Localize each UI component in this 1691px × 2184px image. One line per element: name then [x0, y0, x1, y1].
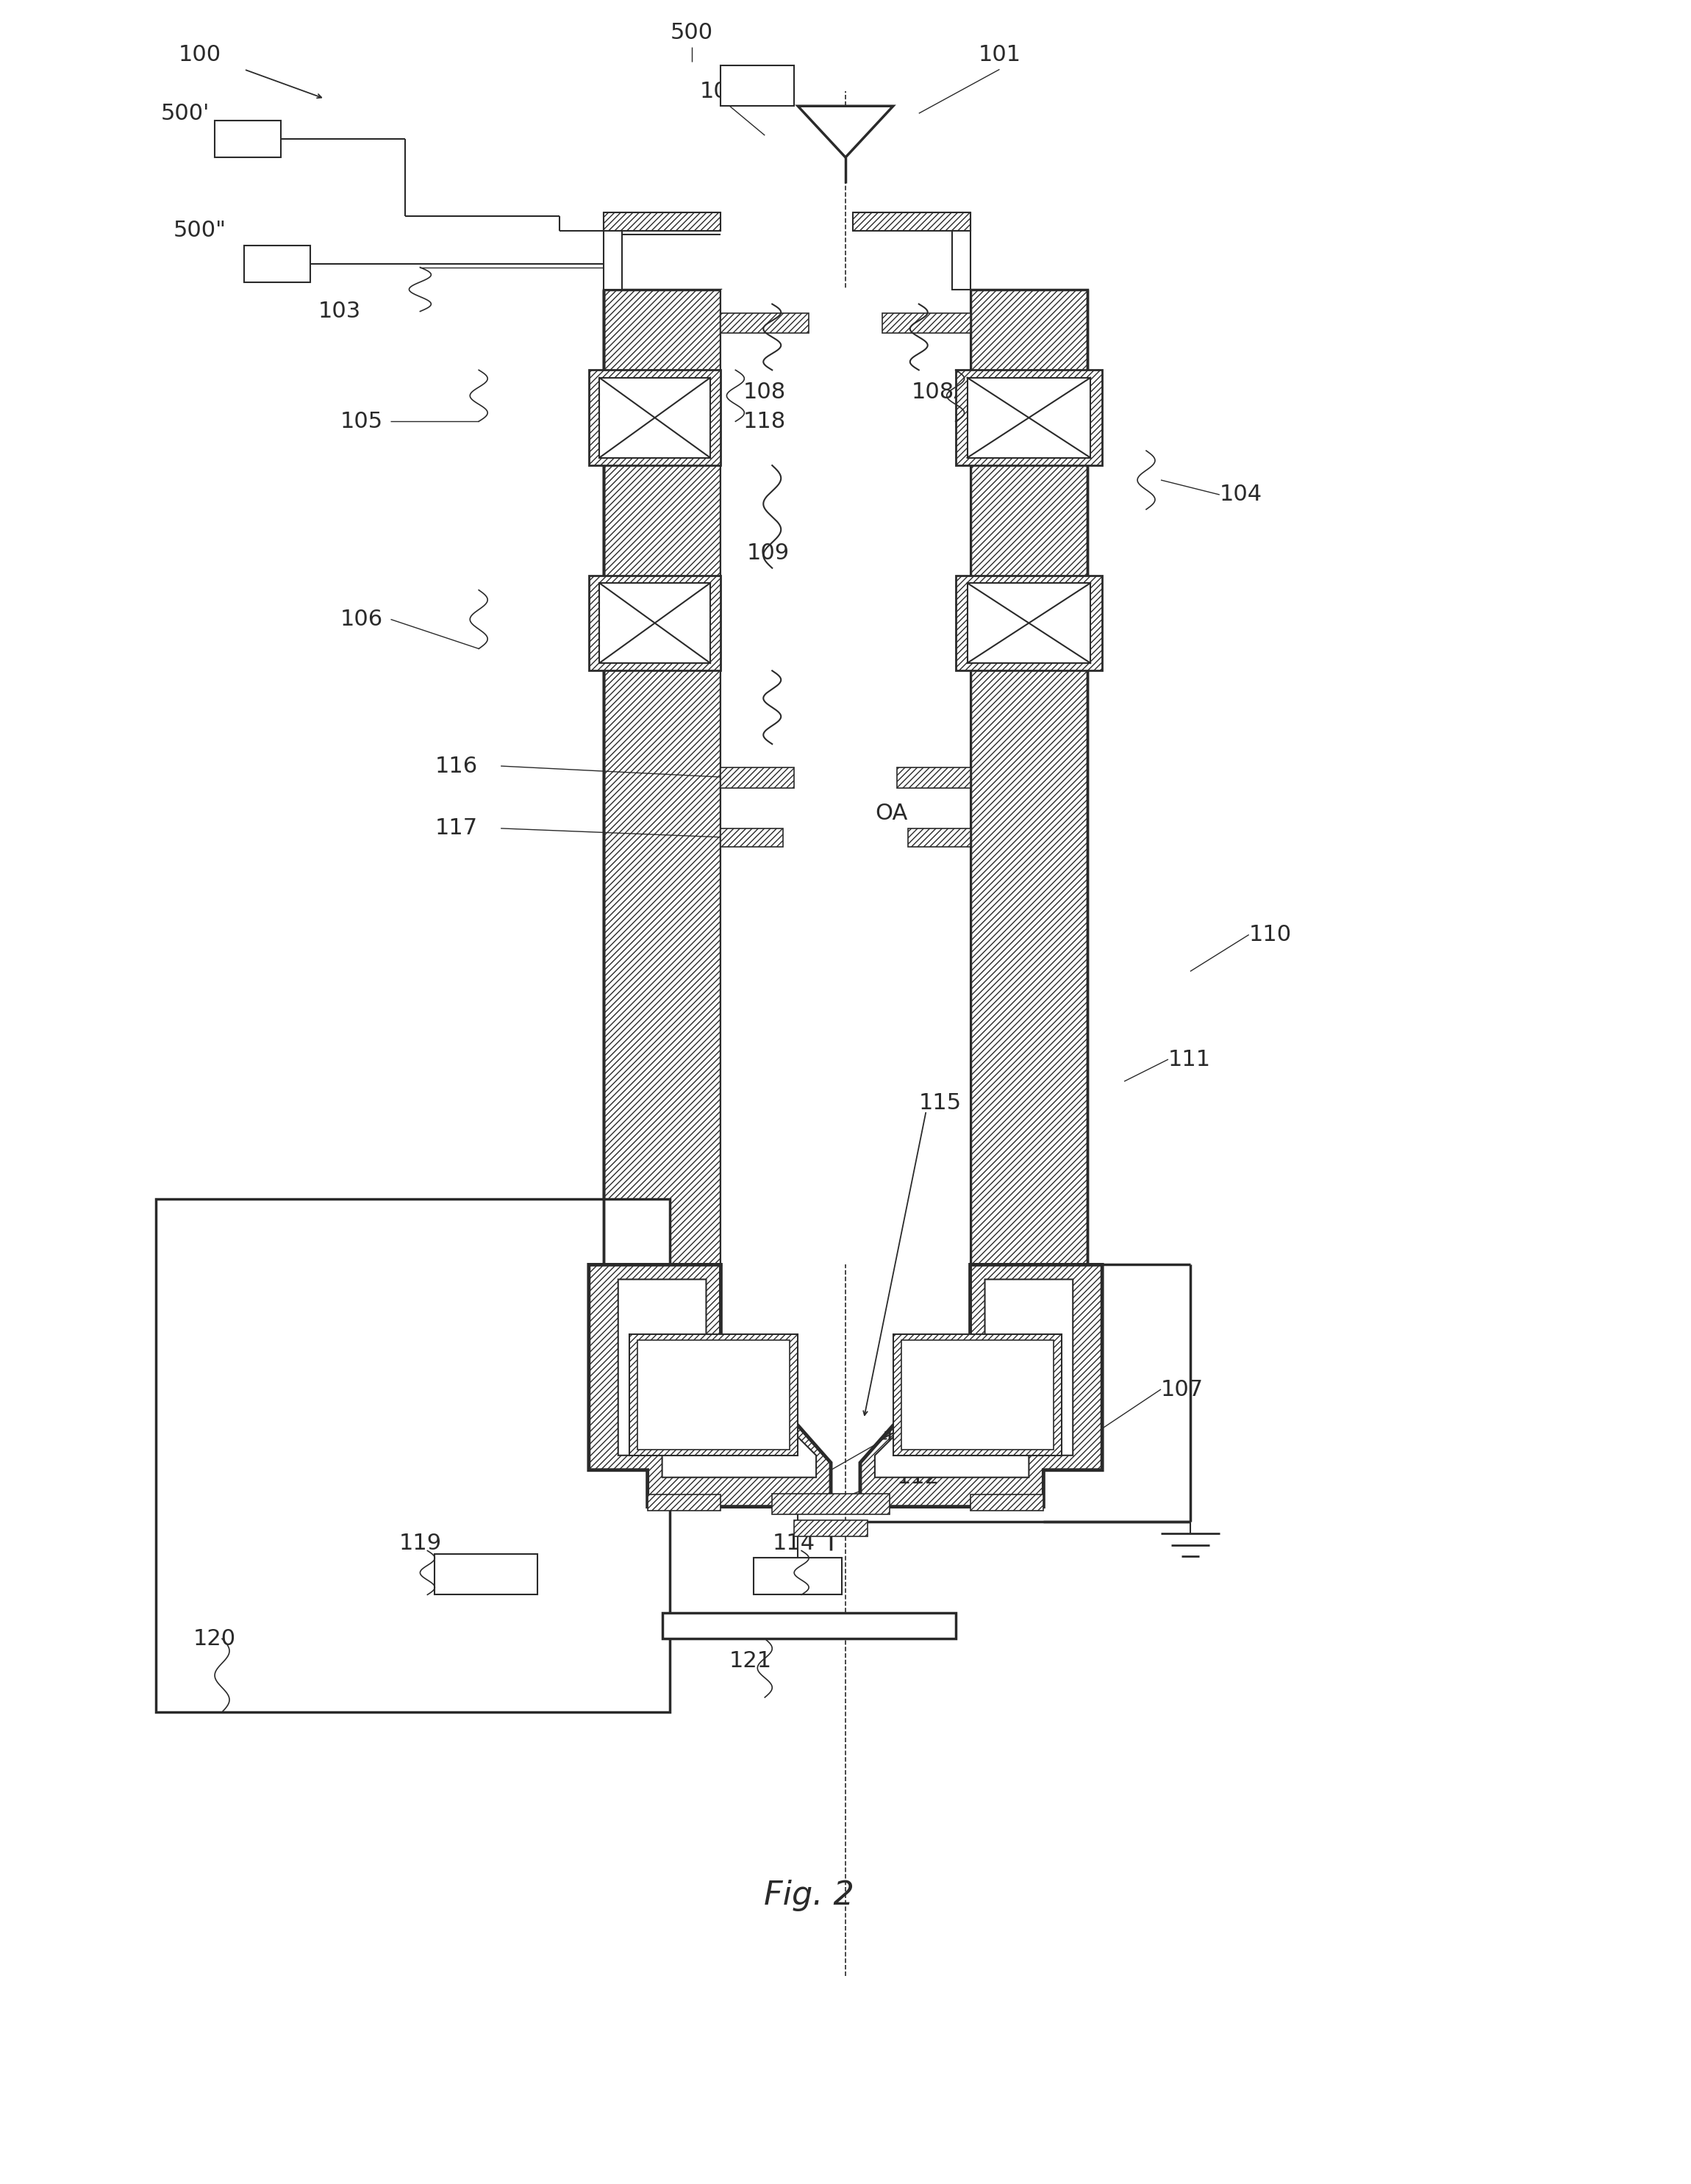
Bar	[629, 1334, 798, 1455]
Bar	[896, 767, 971, 788]
Text: 117: 117	[435, 817, 477, 839]
Bar	[955, 574, 1103, 670]
Text: 107: 107	[1162, 1378, 1204, 1400]
Text: 101: 101	[977, 44, 1021, 66]
Bar	[599, 583, 710, 664]
Polygon shape	[874, 1280, 1072, 1476]
Text: 118: 118	[742, 411, 786, 432]
Text: 108: 108	[742, 382, 786, 402]
Bar	[852, 212, 971, 232]
Text: 104: 104	[1219, 485, 1261, 505]
Text: 112: 112	[896, 1468, 940, 1487]
Text: 111: 111	[1168, 1048, 1211, 1070]
Text: 120: 120	[193, 1627, 237, 1649]
Text: 106: 106	[340, 609, 382, 629]
Bar	[435, 1555, 538, 1594]
Text: 100: 100	[179, 44, 222, 66]
Bar	[244, 245, 309, 282]
Bar	[604, 232, 622, 288]
Bar	[720, 828, 783, 847]
Polygon shape	[619, 1280, 817, 1476]
Text: 103: 103	[318, 301, 360, 321]
Bar	[638, 1341, 790, 1450]
Text: 110: 110	[1250, 924, 1292, 946]
Bar	[754, 1557, 842, 1594]
Bar	[604, 288, 720, 1265]
Text: 102: 102	[700, 81, 742, 103]
Bar	[648, 1494, 720, 1511]
Text: 116: 116	[435, 756, 477, 778]
Bar	[720, 66, 795, 107]
Bar	[883, 312, 971, 334]
Bar	[588, 369, 720, 465]
Text: 500": 500"	[174, 221, 227, 242]
Bar	[971, 288, 1087, 1265]
Text: 109: 109	[746, 542, 790, 563]
Polygon shape	[798, 107, 893, 157]
Bar	[971, 1494, 1043, 1511]
Bar	[599, 378, 710, 459]
Bar	[215, 120, 281, 157]
Bar	[795, 1520, 867, 1535]
Bar	[720, 312, 808, 334]
Bar	[773, 1494, 889, 1514]
Text: 119: 119	[399, 1533, 441, 1555]
Text: 105: 105	[340, 411, 382, 432]
Bar	[156, 1199, 670, 1712]
Bar	[908, 828, 971, 847]
Polygon shape	[861, 1265, 1103, 1507]
Text: OA: OA	[874, 804, 908, 823]
Bar	[720, 288, 971, 1265]
Text: 121: 121	[729, 1651, 771, 1671]
Bar	[663, 1614, 955, 1638]
Text: 113: 113	[883, 1431, 925, 1452]
Polygon shape	[588, 1265, 830, 1507]
Bar	[952, 232, 971, 288]
Bar	[588, 574, 720, 670]
Bar	[967, 583, 1091, 664]
Text: 500': 500'	[161, 103, 210, 124]
Bar	[901, 1341, 1053, 1450]
Text: 500: 500	[670, 22, 714, 44]
Text: 108A: 108A	[911, 382, 969, 402]
Text: 114: 114	[773, 1533, 815, 1555]
Bar	[604, 212, 720, 232]
Text: Fig. 2: Fig. 2	[764, 1880, 854, 1911]
Text: 115: 115	[918, 1092, 962, 1114]
Bar	[720, 767, 795, 788]
Bar	[967, 378, 1091, 459]
Bar	[955, 369, 1103, 465]
Bar	[893, 1334, 1062, 1455]
